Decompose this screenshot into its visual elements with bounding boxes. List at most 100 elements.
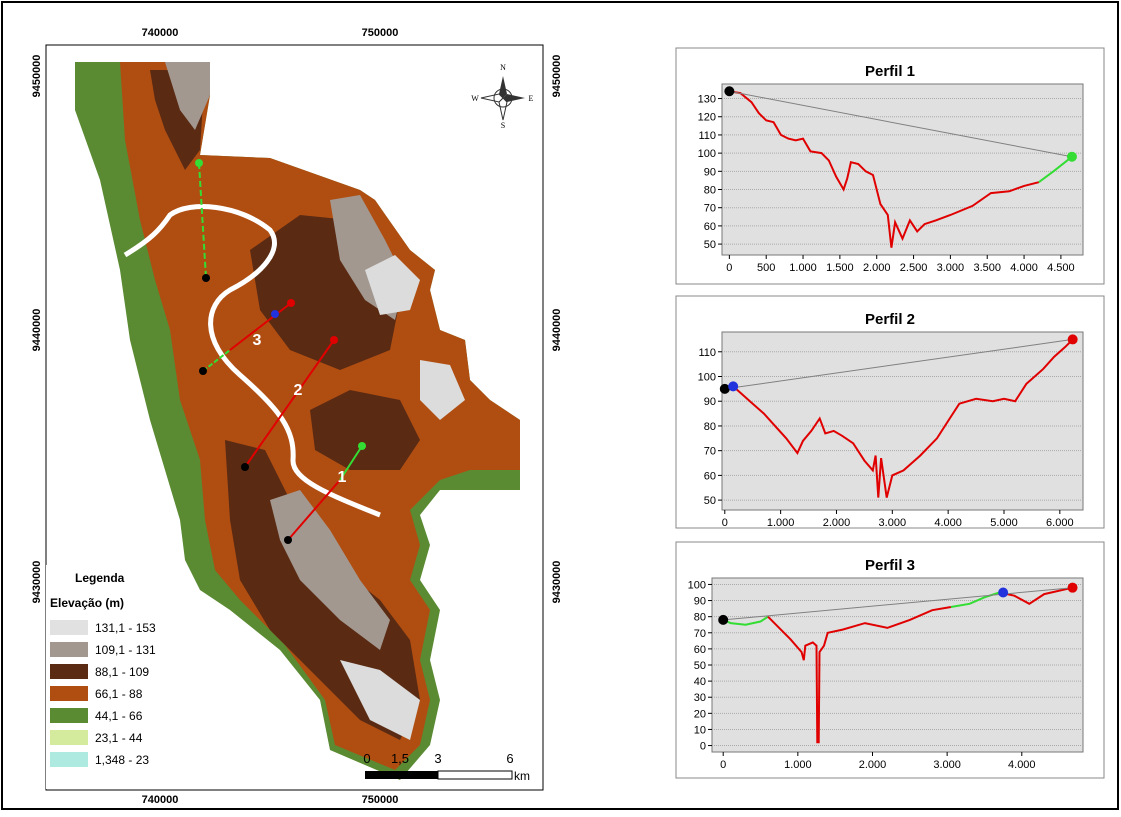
x-tick-label: 0 [720,759,726,771]
x-tick-label: 2.500 [900,262,928,274]
x-tick-label: 5.000 [990,517,1018,529]
y-tick-label: 50 [694,660,706,672]
y-tick-label: 50 [704,239,716,251]
x-tick-label: 4.000 [1010,262,1038,274]
x-tick-label: 1.000 [767,517,795,529]
plot-area [722,84,1083,255]
profile-marker [718,615,728,625]
x-tick-label: 3.500 [973,262,1001,274]
scale-bar [438,771,512,779]
legend-label: 131,1 - 153 [95,621,156,635]
y-coord-label: 9450000 [551,55,563,98]
profile-point [195,159,203,167]
plot-area [722,332,1083,510]
legend-label: 23,1 - 44 [95,731,143,745]
scale-label: 0 [363,751,370,766]
y-tick-label: 60 [704,221,716,233]
legend-label: 44,1 - 66 [95,709,143,723]
legend-subtitle: Elevação (m) [50,596,124,610]
profile-point [330,336,338,344]
x-coord-label: 750000 [362,27,399,39]
y-tick-label: 90 [704,166,716,178]
x-tick-label: 500 [757,262,775,274]
y-tick-label: 120 [698,112,716,124]
legend-swatch [50,686,88,701]
y-tick-label: 110 [698,130,716,142]
y-tick-label: 60 [694,644,706,656]
y-tick-label: 100 [698,372,716,384]
y-tick-label: 70 [704,446,716,458]
chart-title: Perfil 1 [865,63,915,80]
legend-swatch [50,708,88,723]
y-coord-label: 9440000 [31,309,43,352]
x-tick-label: 0 [722,517,728,529]
profile-point [271,310,279,318]
legend-swatch [50,664,88,679]
profile-point [241,463,249,471]
map-layout: 7400007400007500007500009450000945000094… [0,0,1121,812]
x-coord-label: 740000 [142,27,179,39]
x-tick-label: 4.500 [1047,262,1075,274]
x-tick-label: 2.000 [823,517,851,529]
y-tick-label: 90 [694,596,706,608]
x-tick-label: 1.000 [789,262,817,274]
x-tick-label: 2.000 [863,262,891,274]
y-coord-label: 9450000 [31,55,43,98]
y-tick-label: 70 [694,628,706,640]
profile-marker [1067,152,1077,162]
x-tick-label: 4.000 [934,517,962,529]
y-tick-label: 10 [694,724,706,736]
y-tick-label: 90 [704,396,716,408]
x-tick-label: 1.000 [784,759,812,771]
compass-letter: E [529,94,534,103]
legend-swatch [50,642,88,657]
profile-marker [724,86,734,96]
compass-letter: S [501,121,505,130]
y-coord-label: 9440000 [551,309,563,352]
scale-unit: km [514,769,530,783]
legend-title: Legenda [75,571,125,585]
chart-title: Perfil 3 [865,557,915,574]
profile-point [358,442,366,450]
profile-label: 3 [253,332,262,349]
x-tick-label: 1.500 [826,262,854,274]
y-tick-label: 100 [698,148,716,160]
legend-label: 1,348 - 23 [95,753,149,767]
y-coord-label: 9430000 [551,561,563,604]
y-tick-label: 110 [698,347,716,359]
legend-swatch [50,752,88,767]
profile-point [199,367,207,375]
y-tick-label: 20 [694,708,706,720]
scale-label: 1,5 [391,751,409,766]
compass-letter: W [471,94,479,103]
compass-letter: N [500,63,506,72]
scale-bar [365,771,438,779]
legend-label: 66,1 - 88 [95,687,143,701]
profile-marker [998,588,1008,598]
scale-label: 3 [434,751,441,766]
profile-point [287,299,295,307]
x-tick-label: 3.000 [879,517,907,529]
legend-swatch [50,620,88,635]
profile-label: 1 [338,469,347,486]
profile-marker [728,381,738,391]
y-tick-label: 80 [694,612,706,624]
x-tick-label: 3.000 [933,759,961,771]
x-tick-label: 0 [726,262,732,274]
y-tick-label: 80 [704,421,716,433]
y-tick-label: 70 [704,203,716,215]
y-tick-label: 40 [694,676,706,688]
legend-swatch [50,730,88,745]
y-tick-label: 0 [700,741,706,753]
y-tick-label: 60 [704,470,716,482]
profile-point [284,536,292,544]
chart-title: Perfil 2 [865,311,915,328]
profile-label: 2 [294,382,303,399]
profile-point [202,274,210,282]
x-tick-label: 4.000 [1008,759,1036,771]
page: 7400007400007500007500009450000945000094… [0,0,1121,812]
legend-label: 109,1 - 131 [95,643,156,657]
x-coord-label: 750000 [362,794,399,806]
scale-label: 6 [506,751,513,766]
y-tick-label: 50 [704,495,716,507]
